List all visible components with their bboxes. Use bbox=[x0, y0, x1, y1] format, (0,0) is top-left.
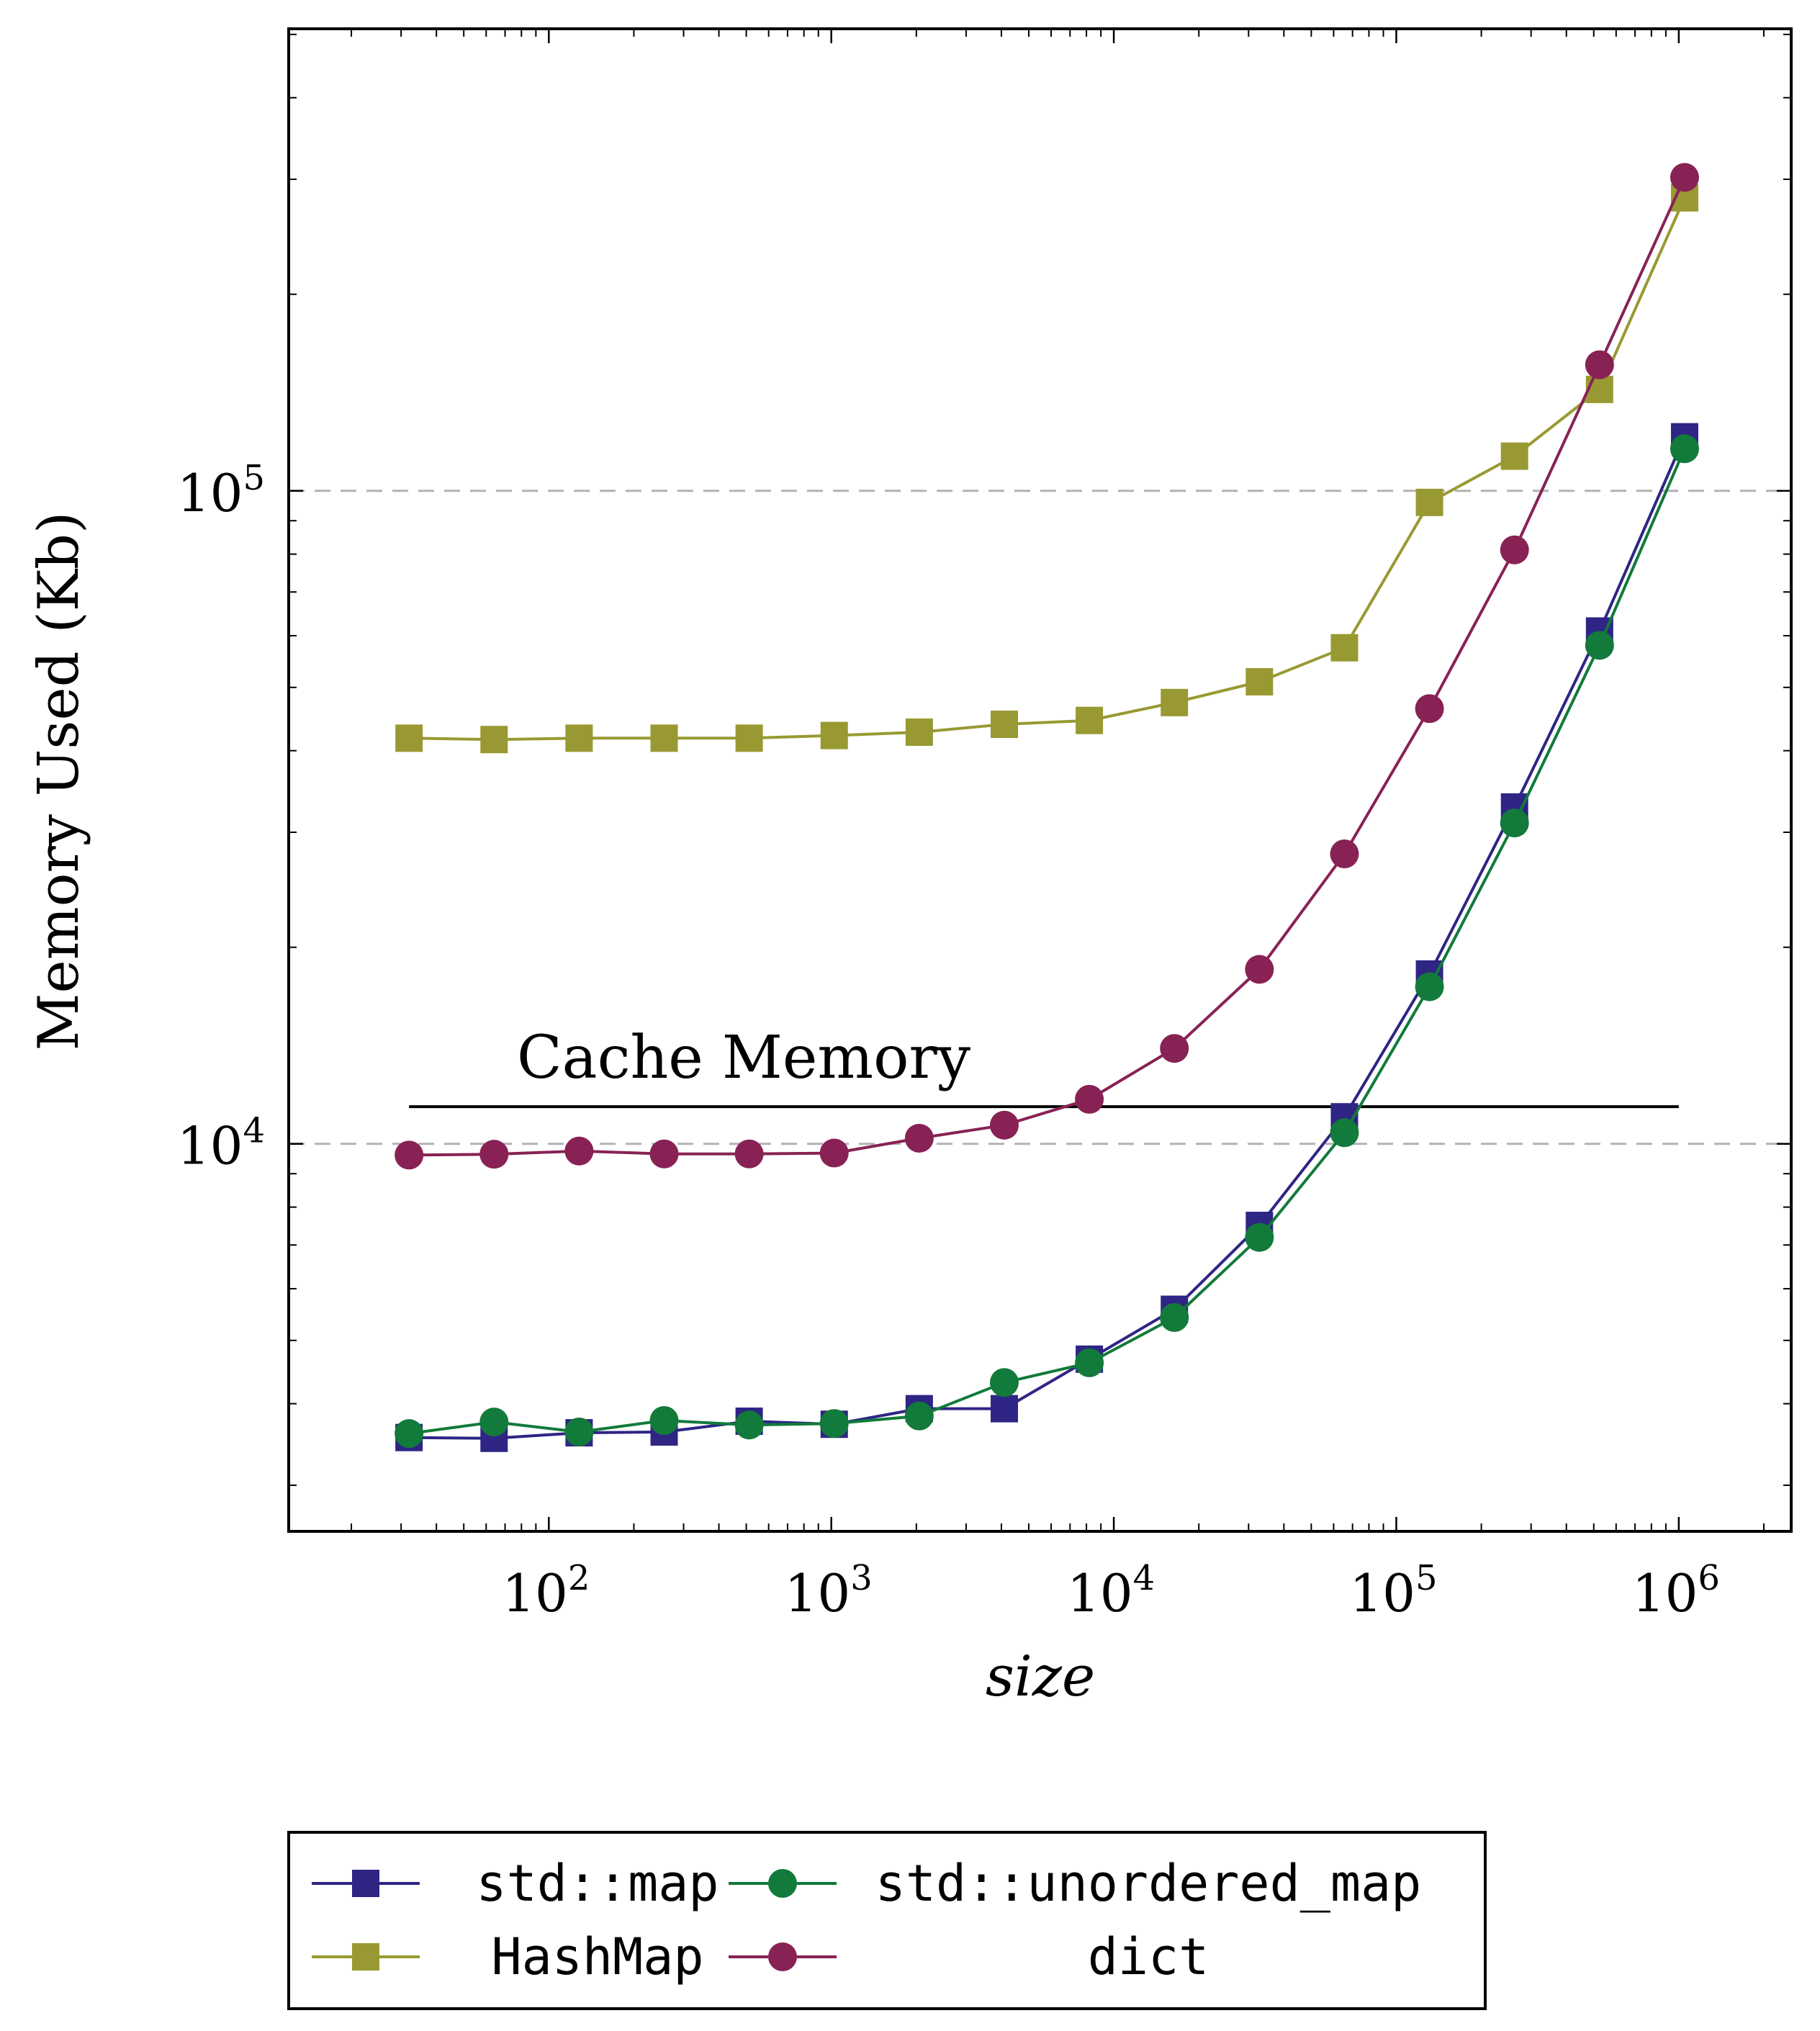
data-point-hashmap bbox=[395, 724, 423, 752]
legend-box bbox=[287, 1831, 1487, 2010]
data-point-hashmap bbox=[650, 724, 678, 752]
data-point-hashmap bbox=[990, 711, 1018, 739]
data-point-std-unordered-map bbox=[904, 1401, 934, 1431]
y-axis-label: Memory Used (Kb) bbox=[27, 512, 91, 1051]
x-tick-label: 104 bbox=[1067, 1558, 1155, 1624]
data-point-dict bbox=[734, 1139, 764, 1168]
legend-marker-hashmap bbox=[352, 1943, 379, 1971]
data-point-hashmap bbox=[1161, 688, 1189, 716]
data-point-dict bbox=[479, 1140, 509, 1169]
series-line-std-unordered-map bbox=[408, 448, 1686, 1436]
series-dict bbox=[395, 163, 1699, 1170]
data-point-dict bbox=[904, 1123, 934, 1153]
series-hashmap bbox=[395, 184, 1698, 754]
data-point-dict bbox=[1160, 1034, 1189, 1063]
data-point-std-unordered-map bbox=[649, 1405, 679, 1435]
data-point-hashmap bbox=[1500, 442, 1528, 470]
data-point-hashmap bbox=[480, 726, 508, 754]
data-point-std-unordered-map bbox=[1245, 1222, 1274, 1252]
data-point-dict bbox=[395, 1140, 424, 1170]
data-point-hashmap bbox=[735, 724, 763, 752]
data-point-std-unordered-map bbox=[1585, 631, 1614, 660]
data-point-dict bbox=[1245, 955, 1274, 984]
data-point-std-unordered-map bbox=[479, 1408, 509, 1437]
plot-frame bbox=[287, 27, 1793, 1533]
data-point-std-unordered-map bbox=[1670, 434, 1699, 464]
data-point-hashmap bbox=[905, 718, 933, 746]
data-point-std-unordered-map bbox=[564, 1417, 594, 1446]
legend-item-std-map: std::map bbox=[312, 1854, 719, 1913]
legend-label-dict: dict bbox=[1088, 1927, 1209, 1986]
series-line-std-map bbox=[409, 436, 1686, 1440]
data-point-std-unordered-map bbox=[734, 1410, 764, 1440]
data-point-hashmap bbox=[820, 721, 848, 749]
legend-marker-std-unordered-map bbox=[768, 1869, 797, 1898]
data-point-dict bbox=[989, 1110, 1019, 1140]
cache-memory-label: Cache Memory bbox=[517, 1024, 971, 1092]
data-point-std-unordered-map bbox=[989, 1368, 1019, 1397]
y-tick-label: 104 bbox=[177, 1111, 265, 1176]
data-point-std-unordered-map bbox=[819, 1409, 849, 1438]
x-tick-label: 103 bbox=[785, 1558, 873, 1624]
legend-item-dict: dict bbox=[729, 1927, 1209, 1986]
series-line-hashmap bbox=[409, 197, 1686, 742]
data-point-hashmap bbox=[1415, 488, 1443, 516]
data-point-dict bbox=[1670, 163, 1699, 192]
x-tick-label: 102 bbox=[502, 1558, 590, 1624]
data-point-dict bbox=[1415, 694, 1444, 724]
data-point-std-unordered-map bbox=[1415, 972, 1444, 1001]
data-point-dict bbox=[564, 1136, 594, 1166]
data-point-std-unordered-map bbox=[1330, 1118, 1359, 1148]
data-point-hashmap bbox=[1245, 667, 1274, 695]
data-point-std-unordered-map bbox=[1160, 1302, 1189, 1332]
data-series bbox=[395, 163, 1699, 1452]
data-point-std-map bbox=[990, 1395, 1018, 1423]
data-point-dict bbox=[1585, 350, 1614, 379]
data-point-std-unordered-map bbox=[395, 1419, 424, 1449]
data-point-std-unordered-map bbox=[1075, 1348, 1104, 1377]
series-std-unordered-map bbox=[395, 434, 1699, 1449]
x-tick-label: 106 bbox=[1632, 1558, 1720, 1624]
legend-marker-dict bbox=[768, 1942, 797, 1971]
data-point-hashmap bbox=[1585, 375, 1613, 403]
x-tick-label: 105 bbox=[1349, 1558, 1437, 1624]
series-line-dict bbox=[409, 176, 1686, 1157]
data-point-std-unordered-map bbox=[1500, 809, 1529, 838]
legend-item-hashmap: HashMap bbox=[312, 1927, 704, 1986]
legend-item-std-unordered-map: std::unordered_map bbox=[729, 1854, 1421, 1913]
y-tick-label: 105 bbox=[177, 458, 265, 523]
data-point-dict bbox=[1500, 535, 1529, 564]
legend-label-std-unordered-map: std::unordered_map bbox=[875, 1854, 1422, 1913]
x-axis-label: size bbox=[986, 1644, 1095, 1709]
data-point-hashmap bbox=[565, 724, 593, 752]
cache-memory-annotation: Cache Memory bbox=[409, 1024, 1679, 1109]
data-point-hashmap bbox=[1076, 706, 1104, 734]
legend-marker-std-map bbox=[352, 1870, 379, 1897]
x-tick-labels: 102 103 104 105 106 bbox=[502, 1558, 1720, 1624]
data-point-dict bbox=[1330, 839, 1359, 868]
legend-label-hashmap: HashMap bbox=[491, 1927, 703, 1986]
data-point-hashmap bbox=[1330, 634, 1359, 662]
data-point-dict bbox=[1075, 1084, 1104, 1114]
major-ticks bbox=[289, 29, 1791, 1531]
data-point-dict bbox=[649, 1139, 679, 1168]
y-tick-labels: 104 105 bbox=[177, 458, 265, 1176]
legend-label-std-map: std::map bbox=[476, 1854, 718, 1913]
data-point-dict bbox=[819, 1138, 849, 1168]
